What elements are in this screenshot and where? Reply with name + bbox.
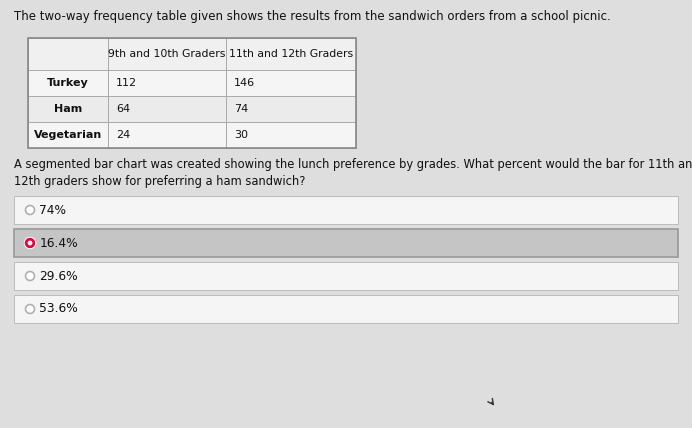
Text: 146: 146 [234, 78, 255, 88]
Bar [108, 70, 226, 96]
Text: 9th and 10th Graders: 9th and 10th Graders [109, 49, 226, 59]
Bar [14, 196, 678, 224]
Bar [28, 38, 108, 70]
Circle shape [26, 205, 35, 214]
Bar [108, 122, 226, 148]
Circle shape [28, 241, 32, 245]
Bar [108, 96, 226, 122]
Bar [28, 96, 108, 122]
Circle shape [26, 271, 35, 280]
Bar [28, 38, 356, 148]
Bar [28, 70, 108, 96]
Circle shape [26, 238, 35, 247]
Text: 11th and 12th Graders: 11th and 12th Graders [229, 49, 353, 59]
Bar [226, 38, 356, 70]
Bar [226, 70, 356, 96]
Bar [226, 96, 356, 122]
Text: 112: 112 [116, 78, 137, 88]
Text: 16.4%: 16.4% [39, 237, 78, 250]
Bar [28, 122, 108, 148]
Text: Turkey: Turkey [47, 78, 89, 88]
Text: A segmented bar chart was created showing the lunch preference by grades. What p: A segmented bar chart was created showin… [14, 158, 692, 188]
Text: Vegetarian: Vegetarian [34, 130, 102, 140]
Text: Ham: Ham [54, 104, 82, 114]
Text: 74: 74 [234, 104, 248, 114]
Circle shape [24, 238, 35, 249]
Circle shape [26, 304, 35, 313]
Text: 29.6%: 29.6% [39, 270, 78, 282]
Text: The two-way frequency table given shows the results from the sandwich orders fro: The two-way frequency table given shows … [14, 10, 611, 23]
Text: 24: 24 [116, 130, 130, 140]
Bar [14, 229, 678, 257]
Bar [108, 38, 226, 70]
Bar [0, 334, 692, 428]
Text: 64: 64 [116, 104, 130, 114]
Text: 53.6%: 53.6% [39, 303, 78, 315]
Text: 74%: 74% [39, 203, 66, 217]
Bar [14, 262, 678, 290]
Bar [14, 295, 678, 323]
Text: 30: 30 [234, 130, 248, 140]
Bar [226, 122, 356, 148]
